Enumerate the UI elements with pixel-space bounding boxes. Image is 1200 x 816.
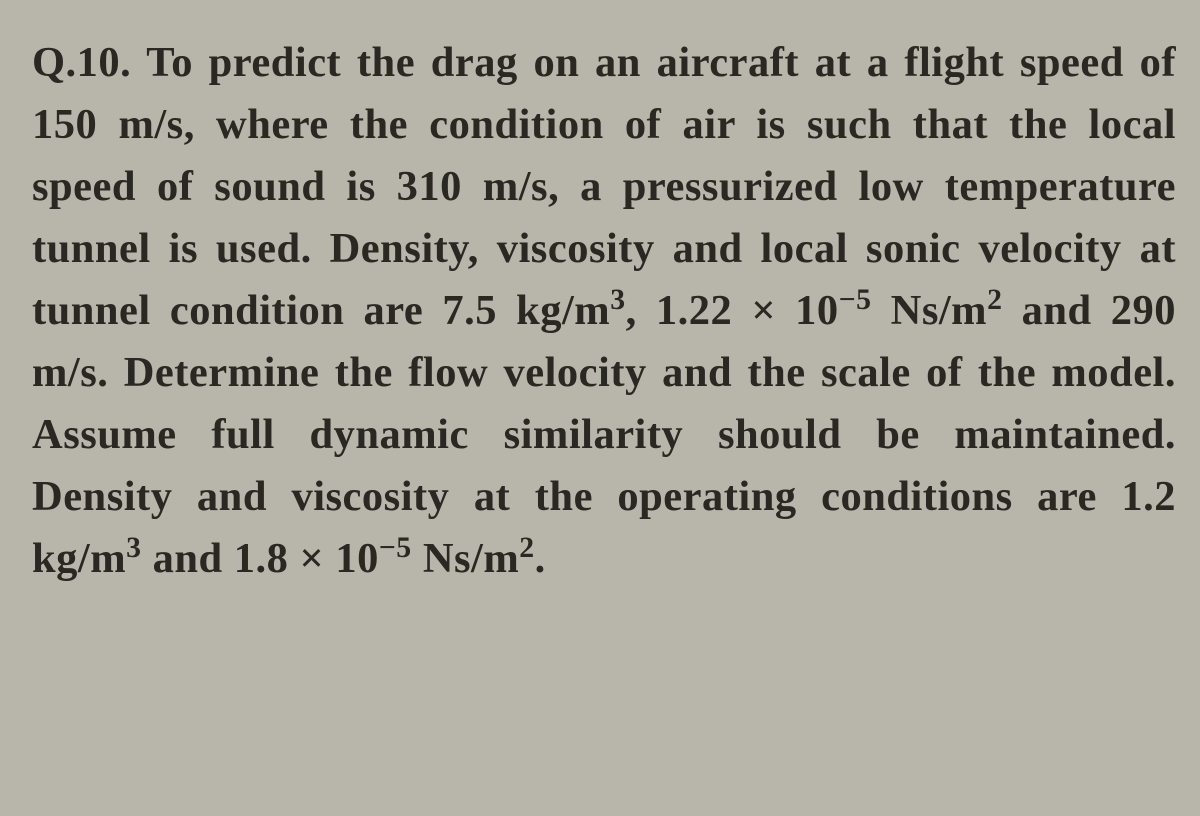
question-label: Q.10. — [32, 39, 131, 86]
question-paragraph: Q.10. To predict the drag on an aircraft… — [32, 32, 1176, 590]
question-text-part-5: and 1.8 × 10 — [141, 535, 378, 582]
superscript-square-2: 2 — [519, 531, 534, 564]
superscript-cube-1: 3 — [610, 283, 625, 316]
document-page: Q.10. To predict the drag on an aircraft… — [0, 0, 1200, 816]
question-text-part-3: Ns/m — [872, 287, 988, 334]
question-text-part-2: , 1.22 × 10 — [626, 287, 839, 334]
superscript-neg5-1: −5 — [839, 283, 872, 316]
superscript-square-1: 2 — [987, 283, 1002, 316]
superscript-cube-2: 3 — [126, 531, 141, 564]
question-text-part-7: . — [535, 535, 546, 582]
question-text-part-6: Ns/m — [412, 535, 520, 582]
superscript-neg5-2: −5 — [379, 531, 412, 564]
